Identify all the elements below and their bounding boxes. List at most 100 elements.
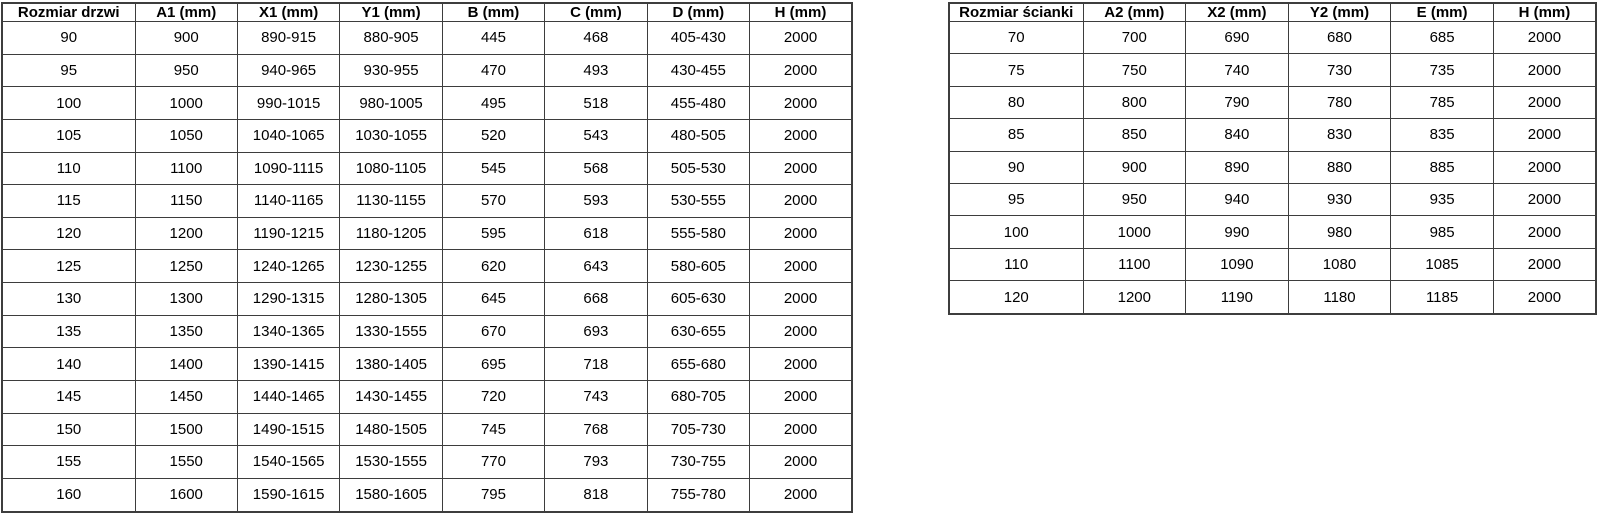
- table-row: 100 1000 990 980 985 2000: [948, 215, 1597, 249]
- table-cell: 680-705: [646, 379, 751, 414]
- header-row: Rozmiar ścianki A2 (mm) X2 (mm) Y2 (mm) E (m…: [948, 2, 1597, 22]
- header-cell: D (mm): [646, 2, 751, 22]
- table-cell: 90: [1, 21, 136, 55]
- table-cell: 730: [1287, 53, 1392, 87]
- table-cell: 530-555: [646, 184, 751, 218]
- table-cell: 593: [544, 184, 648, 218]
- table-cell: 120: [948, 280, 1084, 315]
- table-cell: 2000: [749, 21, 853, 55]
- table-cell: 720: [441, 379, 546, 414]
- table-cell: 718: [544, 347, 648, 381]
- table-row: 95 950 940 930 935 2000: [948, 182, 1597, 217]
- table-cell: 445: [441, 21, 546, 55]
- table-cell: 145: [1, 379, 136, 414]
- table-cell: 1380-1405: [339, 347, 443, 381]
- table-cell: 470: [441, 53, 546, 88]
- table-cell: 2000: [749, 249, 853, 283]
- table-cell: 1390-1415: [236, 347, 341, 381]
- table-cell: 740: [1185, 53, 1289, 87]
- table-cell: 795: [441, 477, 546, 513]
- table-row: 145 1450 1440-1465 1430-1455 720 743 680-705 20…: [1, 379, 853, 414]
- table-cell: 1500: [134, 412, 238, 447]
- table-cell: 1300: [134, 282, 238, 316]
- table-cell: 135: [1, 314, 136, 349]
- header-cell: B (mm): [441, 2, 546, 22]
- table-row: 75 750 740 730 735 2000: [948, 53, 1597, 87]
- table-cell: 780: [1287, 85, 1392, 120]
- header-cell: Rozmiar drzwi: [1, 2, 136, 22]
- header-cell: X1 (mm): [236, 2, 341, 22]
- table-row: 90 900 890 880 885 2000: [948, 150, 1597, 184]
- table-cell: 900: [134, 21, 238, 55]
- table-cell: 1190: [1185, 280, 1289, 315]
- table-cell: 1185: [1390, 280, 1494, 315]
- table-cell: 2000: [749, 477, 853, 513]
- table-cell: 1130-1155: [339, 184, 443, 218]
- table-row: 80 800 790 780 785 2000: [948, 85, 1597, 120]
- table-cell: 1550: [134, 445, 238, 479]
- table-row: 140 1400 1390-1415 1380-1405 695 718 655-680 20…: [1, 347, 853, 381]
- header-cell: E (mm): [1390, 2, 1494, 22]
- table-cell: 1200: [134, 216, 238, 251]
- table-row: 120 1200 1190 1180 1185 2000: [948, 280, 1597, 315]
- table-cell: 543: [544, 118, 648, 153]
- table-row: 85 850 840 830 835 2000: [948, 118, 1597, 152]
- table-cell: 890: [1185, 150, 1289, 184]
- table-cell: 2000: [749, 445, 853, 479]
- table-cell: 1340-1365: [236, 314, 341, 349]
- table-cell: 95: [948, 182, 1084, 217]
- table-cell: 105: [1, 118, 136, 153]
- table-cell: 790: [1185, 85, 1289, 120]
- table-cell: 730-755: [646, 445, 751, 479]
- table-cell: 1030-1055: [339, 118, 443, 153]
- table-cell: 140: [1, 347, 136, 381]
- table-cell: 645: [441, 282, 546, 316]
- table-cell: 595: [441, 216, 546, 251]
- header-cell: A1 (mm): [134, 2, 238, 22]
- header-cell: C (mm): [544, 2, 648, 22]
- header-cell: X2 (mm): [1185, 2, 1289, 22]
- table-cell: 155: [1, 445, 136, 479]
- table-cell: 580-605: [646, 249, 751, 283]
- table-cell: 1580-1605: [339, 477, 443, 513]
- table-cell: 1350: [134, 314, 238, 349]
- table-cell: 1250: [134, 249, 238, 283]
- table-cell: 1000: [1082, 215, 1187, 249]
- table-cell: 100: [948, 215, 1084, 249]
- table-row: 115 1150 1140-1165 1130-1155 570 593 530-555 20…: [1, 184, 853, 218]
- header-cell: Y1 (mm): [339, 2, 443, 22]
- table-cell: 2000: [1492, 150, 1597, 184]
- table-cell: 2000: [749, 118, 853, 153]
- table-cell: 1100: [134, 151, 238, 186]
- table-row: 95 950 940-965 930-955 470 493 430-455 2000: [1, 53, 853, 88]
- table-cell: 2000: [749, 86, 853, 120]
- table-cell: 495: [441, 86, 546, 120]
- table-cell: 643: [544, 249, 648, 283]
- table-cell: 2000: [749, 412, 853, 447]
- table-cell: 885: [1390, 150, 1494, 184]
- table-cell: 818: [544, 477, 648, 513]
- table-cell: 1430-1455: [339, 379, 443, 414]
- table-cell: 2000: [1492, 20, 1597, 55]
- table-cell: 1090: [1185, 247, 1289, 282]
- table-cell: 618: [544, 216, 648, 251]
- table-cell: 405-430: [646, 21, 751, 55]
- header-cell: Y2 (mm): [1287, 2, 1392, 22]
- table-cell: 1230-1255: [339, 249, 443, 283]
- table-cell: 115: [1, 184, 136, 218]
- table-row: 160 1600 1590-1615 1580-1605 795 818 755-780 20…: [1, 477, 853, 513]
- table-cell: 1240-1265: [236, 249, 341, 283]
- table-row: 120 1200 1190-1215 1180-1205 595 618 555-580 20…: [1, 216, 853, 251]
- table-cell: 80: [948, 85, 1084, 120]
- table-row: 155 1550 1540-1565 1530-1555 770 793 730-755 20…: [1, 445, 853, 479]
- table-cell: 1050: [134, 118, 238, 153]
- table-cell: 743: [544, 379, 648, 414]
- table-cell: 930-955: [339, 53, 443, 88]
- table-cell: 1200: [1082, 280, 1187, 315]
- table-cell: 1180-1205: [339, 216, 443, 251]
- table-cell: 680: [1287, 20, 1392, 55]
- table-cell: 1540-1565: [236, 445, 341, 479]
- table-cell: 1000: [134, 86, 238, 120]
- table-cell: 2000: [1492, 53, 1597, 87]
